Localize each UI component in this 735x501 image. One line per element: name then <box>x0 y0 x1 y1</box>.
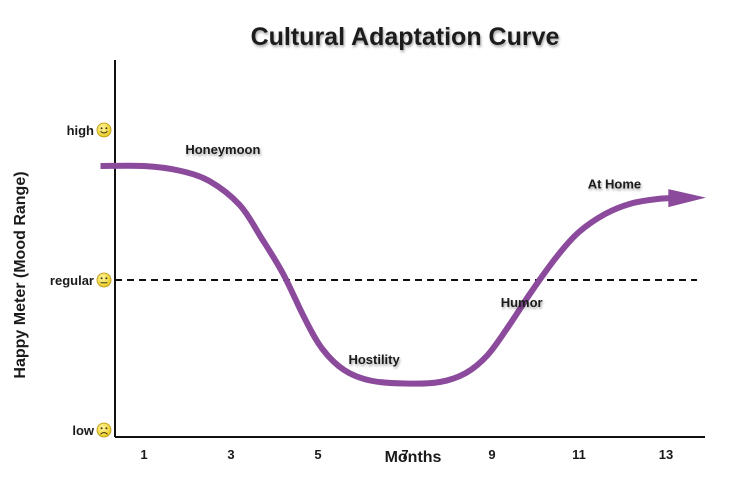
chart-title: Cultural Adaptation Curve <box>251 23 560 51</box>
x-tick-label: 7 <box>401 447 408 462</box>
curve-annotation: Hostility <box>348 352 400 367</box>
x-tick-label: 13 <box>659 447 673 462</box>
x-tick-label: 5 <box>314 447 321 462</box>
neutral-face-icon <box>96 272 112 288</box>
sad-face-icon <box>96 422 112 438</box>
curve-annotation: Humor <box>501 295 543 310</box>
series-group <box>100 162 706 387</box>
y-tick-label: low <box>72 423 95 438</box>
curve-annotation: At Home <box>588 177 641 192</box>
curve-arrowhead-icon <box>668 189 706 208</box>
y-tick-label: high <box>67 123 94 138</box>
annotations: Honeymoon Hostility Humor At Home <box>185 142 641 367</box>
x-tick-label: 1 <box>140 447 147 462</box>
y-tick-label: regular <box>50 273 94 288</box>
x-tick-label: 11 <box>572 447 586 462</box>
y-axis-label: Happy Meter (Mood Range) <box>12 171 29 378</box>
curve-annotation: Honeymoon <box>185 142 260 157</box>
happy-face-icon <box>96 122 112 138</box>
x-axis-label: Months <box>385 449 442 466</box>
adaptation-curve-line <box>100 162 671 387</box>
x-tick-label: 9 <box>488 447 495 462</box>
x-tick-label: 3 <box>227 447 234 462</box>
axes <box>114 60 705 438</box>
